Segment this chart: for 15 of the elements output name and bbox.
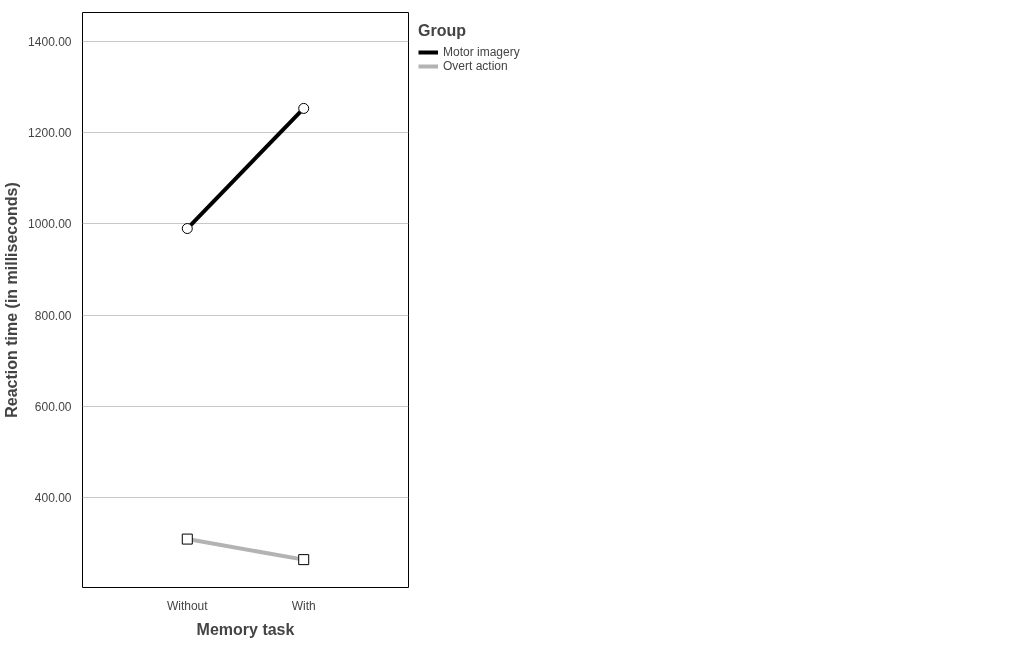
legend-label: Overt action <box>443 59 508 73</box>
y-tick-label: 800.00 <box>34 308 72 323</box>
legend-title: Group <box>418 22 467 40</box>
y-tick-label: 600.00 <box>34 400 72 415</box>
y-tick-label: 400.00 <box>34 491 72 506</box>
point <box>298 102 310 114</box>
legend-label: Motor imagery <box>443 45 520 59</box>
y-axis-title: Reaction time (in milliseconds) <box>3 182 21 418</box>
x-tick-label: Without <box>166 598 209 613</box>
x-tick-label: With <box>291 598 316 613</box>
point <box>181 223 193 235</box>
y-tick-label: 1000.00 <box>28 217 72 232</box>
x-axis-title: Memory task <box>196 620 295 638</box>
y-tick-label: 1400.00 <box>28 34 72 49</box>
y-tick-label: 1200.00 <box>28 126 72 141</box>
